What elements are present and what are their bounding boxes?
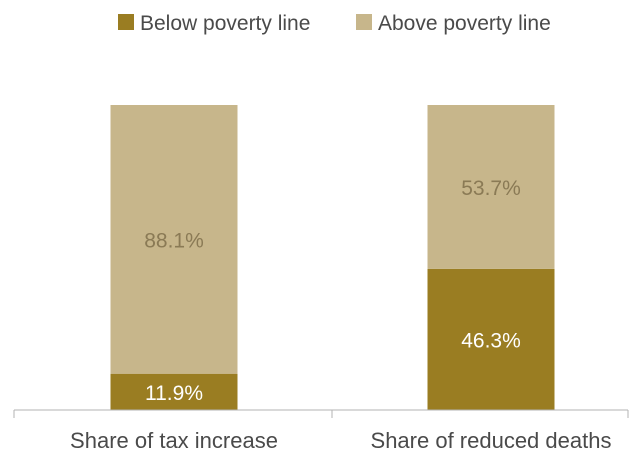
x-tick-label-2: Share of reduced deaths bbox=[371, 428, 612, 453]
legend-swatch-below bbox=[118, 14, 134, 30]
legend-swatch-above bbox=[356, 14, 372, 30]
bar-above-1 bbox=[110, 105, 238, 374]
data-label-below-2: 46.3% bbox=[461, 329, 521, 352]
bar-above-2 bbox=[427, 105, 555, 269]
data-label-above-1: 88.1% bbox=[144, 229, 204, 252]
legend: Below poverty line Above poverty line bbox=[118, 12, 551, 35]
x-axis: Share of tax increase Share of reduced de… bbox=[13, 409, 629, 453]
legend-label-above: Above poverty line bbox=[378, 12, 551, 35]
bar-below-1 bbox=[110, 373, 238, 410]
bar-below-2 bbox=[427, 268, 555, 410]
data-label-below-1: 11.9% bbox=[145, 382, 203, 405]
legend-label-below: Below poverty line bbox=[140, 12, 310, 35]
data-label-above-2: 53.7% bbox=[461, 177, 521, 200]
plot-area: 11.9% 88.1% 46.3% 53.7% bbox=[110, 105, 555, 410]
x-tick-label-1: Share of tax increase bbox=[70, 428, 278, 453]
